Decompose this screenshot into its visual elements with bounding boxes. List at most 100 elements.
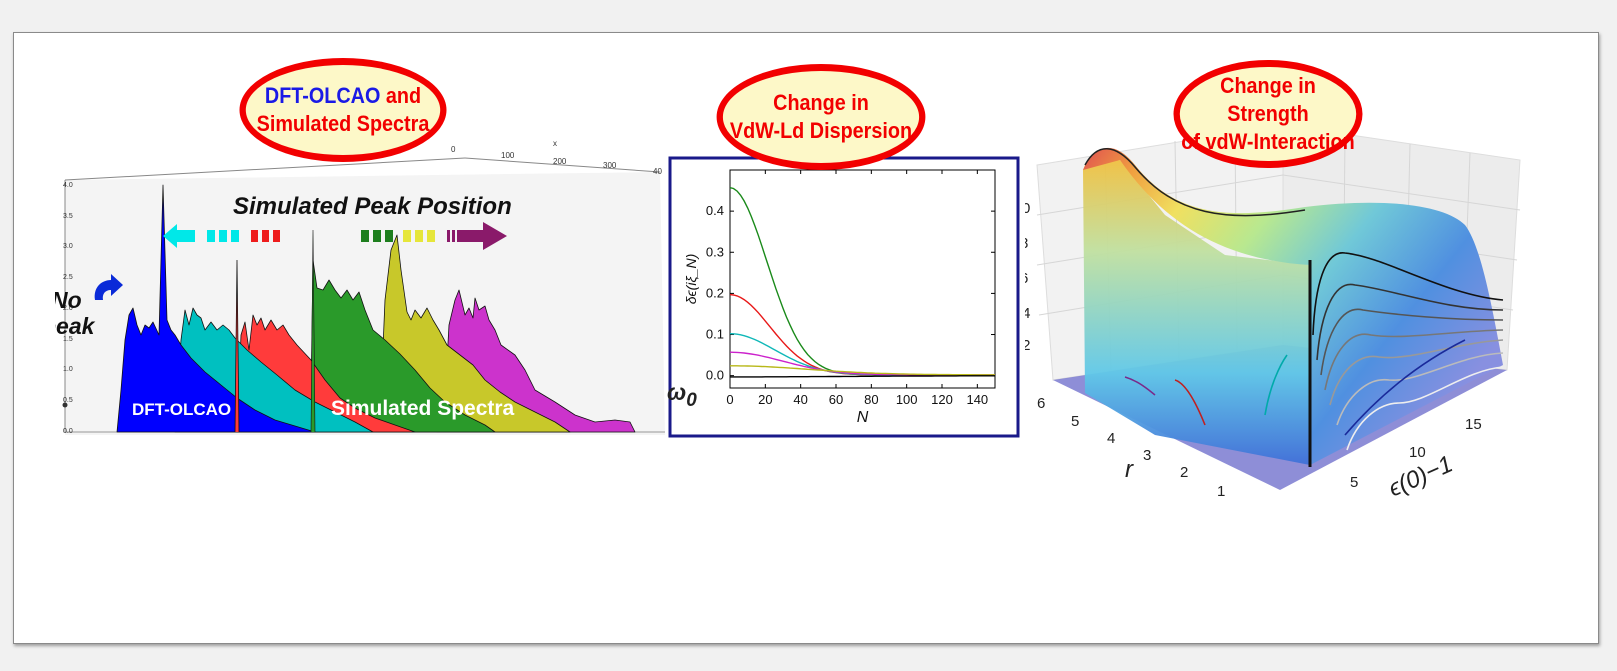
dash-cyan	[207, 230, 215, 242]
spectra-x-ticks: 0 100 200 300 40 x	[451, 140, 662, 176]
z-tick: 6	[1025, 270, 1028, 287]
x-tick-label: 80	[864, 392, 878, 407]
dispersion-frame	[668, 156, 1020, 438]
arrow-left-cyan	[163, 224, 195, 248]
series-line	[730, 365, 995, 376]
dispersion-panel: ω0 0 20 40 60 80 100 120 1400.00.10.20.30.4Nδϵ(…	[667, 156, 1020, 438]
surface-wall	[1083, 160, 1310, 465]
spectra-y-ticks: 4.0 3.5 3.0 2.5 2.0 1.5 1.0 0.5 0.0	[63, 182, 73, 435]
dash-green	[373, 230, 381, 242]
r-tick: 6	[1037, 395, 1045, 412]
callout-dispersion-line2: VdW-Ld Dispersion	[729, 118, 913, 143]
x-tick-label: 120	[931, 392, 953, 407]
e-tick: 5	[1350, 474, 1358, 491]
dash-purple	[452, 230, 455, 242]
plot-area	[729, 169, 996, 389]
surface-panel: 0 8 6 .4 .2 6 5 4 3 2 1 r 5 10 15 ϵ(0)−1	[1025, 135, 1521, 502]
x-tick: 300	[603, 161, 617, 170]
y-tick-label: 0.3	[706, 244, 724, 259]
x-tick-label: 0	[726, 392, 733, 407]
x-tick: 200	[553, 157, 567, 166]
spectrum-green	[304, 259, 496, 433]
dash-red	[262, 230, 269, 242]
r-tick: 4	[1107, 430, 1115, 447]
r-tick: 3	[1143, 447, 1151, 464]
z-tick: .4	[1025, 305, 1031, 322]
y-tick-label: 0.0	[706, 368, 724, 383]
x-tick-label: 20	[758, 392, 772, 407]
surface-e-ticks: 5 10 15	[1350, 416, 1482, 491]
z-tick: 8	[1025, 235, 1028, 252]
spectra-panel: 4.0 3.5 3.0 2.5 2.0 1.5 1.0 0.5 0.0 0 10…	[55, 140, 665, 435]
y-tick: 2.5	[63, 274, 73, 281]
y-tick: 0.5	[63, 397, 73, 404]
surface-top	[1083, 147, 1503, 466]
omega-label: ω0	[667, 379, 697, 411]
x-tick-label: 40	[793, 392, 807, 407]
x-tick-label: 140	[966, 392, 988, 407]
spectra-fills	[116, 184, 636, 433]
z-tick: .2	[1025, 337, 1031, 354]
x-tick-label: 60	[829, 392, 843, 407]
spike-green	[310, 229, 316, 433]
dft-olcao-label: DFT-OLCAO	[132, 400, 231, 419]
callout-dispersion-line1: Change in	[773, 90, 869, 115]
dash-green	[361, 230, 369, 242]
spectra-top-axis	[64, 157, 466, 181]
surface-r-ticks: 6 5 4 3 2 1	[1037, 395, 1225, 500]
y-tick: 1.5	[63, 336, 73, 343]
dash-purple	[447, 230, 450, 242]
x-axis-label: N	[857, 409, 869, 426]
dash-cyan	[231, 230, 239, 242]
dash-yellow	[427, 230, 435, 242]
callout-spectra-line1: DFT-OLCAO and	[265, 82, 421, 110]
callout-dispersion: Change in VdW-Ld Dispersion	[716, 64, 926, 170]
simulated-spectra-label: Simulated Spectra	[331, 397, 515, 420]
omega-subscript: 0	[686, 390, 697, 411]
x-tick: 100	[501, 151, 515, 160]
e-tick: 10	[1409, 444, 1426, 461]
y-tick-label: 0.4	[706, 203, 724, 218]
x-tick-label: 100	[896, 392, 918, 407]
curved-arrow-icon	[94, 274, 123, 300]
peak-shift-arrows	[163, 222, 507, 250]
x-tick: 40	[653, 167, 662, 176]
r-tick: 1	[1217, 483, 1225, 500]
surface-contours	[1124, 252, 1504, 451]
callout-and: and	[380, 83, 422, 108]
axis-dot	[62, 402, 68, 408]
y-axis-label: δϵ(iξ_N)	[683, 254, 699, 305]
arrow-right-purple	[457, 222, 507, 250]
callout-spectra: DFT-OLCAO and Simulated Spectra	[239, 58, 447, 162]
y-tick: 1.0	[63, 366, 73, 373]
x-axis-label: x	[553, 140, 557, 148]
dash-green	[385, 230, 393, 242]
y-tick-label: 0.2	[706, 285, 724, 300]
surface-z-ticks: 0 8 6 .4 .2	[1025, 200, 1031, 354]
dash-red	[251, 230, 258, 242]
spike-red	[234, 259, 240, 433]
omega-symbol: ω	[667, 379, 686, 405]
y-tick: 3.5	[63, 213, 73, 220]
dash-red	[273, 230, 280, 242]
callout-strength-line2: of vdW-Interaction	[1181, 129, 1355, 154]
y-tick: 2.0	[63, 305, 73, 312]
e-tick: 15	[1465, 416, 1482, 433]
spectrum-blue	[116, 184, 316, 433]
simulated-peak-title: Simulated Peak Position	[233, 193, 512, 220]
r-axis-label: r	[1125, 456, 1134, 483]
z-tick: 0	[1025, 200, 1030, 217]
no-peak-line1: No	[55, 287, 82, 313]
series-line	[730, 375, 995, 378]
dispersion-chart: 0 20 40 60 80 100 120 140 0.0 0.1 0.2 0.3 0.4 Nδϵ(iξ_…	[683, 169, 996, 426]
dash-yellow	[403, 230, 411, 242]
r-tick: 5	[1071, 413, 1079, 430]
callout-spectra-line2: Simulated Spectra	[256, 111, 430, 136]
callout-dft-olcao: DFT-OLCAO	[264, 83, 381, 108]
callout-strength-line1: Change in Strength	[1220, 73, 1316, 126]
y-tick: 3.0	[63, 243, 73, 250]
y-tick-label: 0.1	[706, 327, 724, 342]
no-peak-line2: peak	[55, 313, 96, 339]
y-tick: 0.0	[63, 428, 73, 435]
r-tick: 2	[1180, 464, 1188, 481]
